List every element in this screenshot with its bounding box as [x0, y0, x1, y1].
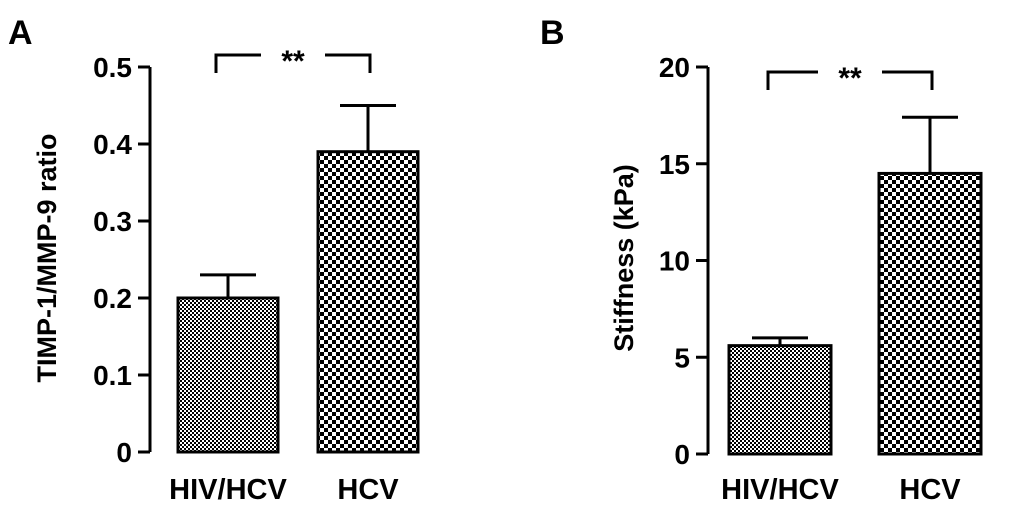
y-axis-label-b: Stiffness (kPa): [609, 164, 639, 352]
y-tick-label-a-1: 0.1: [93, 360, 132, 391]
x-tick-label-a-1: HCV: [337, 474, 399, 506]
bar-b-0: [727, 344, 833, 456]
y-tick-label-b-4: 20: [659, 52, 690, 83]
y-tick-label-a-2: 0.2: [93, 283, 132, 314]
y-tick-label-a-4: 0.4: [93, 129, 132, 160]
bar-a-0: [176, 296, 280, 454]
significance-label-b: **: [838, 62, 862, 95]
significance-bracket-right-b: [882, 70, 934, 90]
panel-label-b: B: [540, 14, 565, 52]
y-tick-label-a-5: 0.5: [93, 52, 132, 83]
panel-b: B Stiffness (kPa) 0 5 10 15 20 HIV/HCV HCV **: [540, 14, 983, 506]
x-tick-label-a-0: HIV/HCV: [169, 474, 287, 506]
plot-area-a: 0 0.1 0.2 0.3 0.4 0.5 HIV/HCV HCV **: [93, 45, 420, 506]
x-tick-label-b-1: HCV: [899, 474, 961, 506]
y-tick-label-a-3: 0.3: [93, 206, 132, 237]
bar-a-1: [316, 150, 420, 454]
bar-b-1: [877, 171, 983, 456]
y-tick-label-b-1: 5: [674, 342, 690, 373]
significance-bracket-left-b: [766, 70, 818, 90]
y-tick-label-b-3: 15: [659, 149, 690, 180]
y-tick-label-b-2: 10: [659, 246, 690, 277]
y-tick-label-b-0: 0: [674, 439, 690, 470]
significance-bracket-left-a: [214, 53, 261, 73]
plot-area-b: 0 5 10 15 20 HIV/HCV HCV **: [659, 52, 983, 506]
y-tick-label-a-0: 0: [116, 437, 132, 468]
panel-label-a: A: [8, 14, 33, 52]
significance-label-a: **: [281, 45, 305, 78]
x-tick-label-b-0: HIV/HCV: [721, 474, 839, 506]
panel-a: A TIMP-1/MMP-9 ratio 0 0.1 0.2 0.3 0.4 0.5 HIV…: [8, 14, 420, 506]
significance-bracket-right-a: [325, 53, 372, 73]
y-axis-label-a: TIMP-1/MMP-9 ratio: [32, 133, 62, 382]
